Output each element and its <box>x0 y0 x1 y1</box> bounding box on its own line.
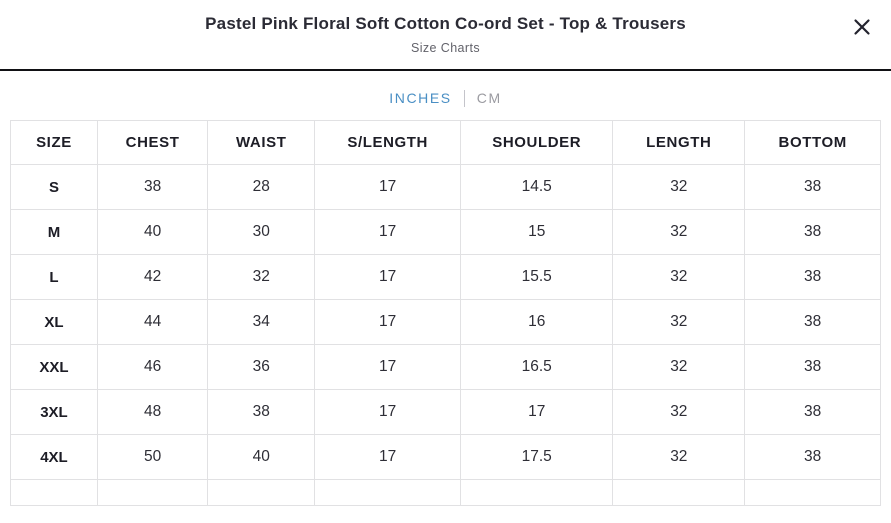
size-chart-table: SIZE CHEST WAIST S/LENGTH SHOULDER LENGTH BOTT… <box>10 120 881 506</box>
measurement-cell: 14.5 <box>460 164 614 210</box>
table-row: 4XL 50 40 17 17.5 32 38 <box>10 434 881 480</box>
header-divider <box>0 69 891 71</box>
measurement-cell: 17.5 <box>460 434 614 480</box>
measurement-cell: 16.5 <box>460 344 614 390</box>
measurement-cell: 38 <box>744 209 881 255</box>
measurement-cell: 40 <box>96 209 209 255</box>
measurement-cell: 15 <box>460 209 614 255</box>
table-row: 3XL 48 38 17 17 32 38 <box>10 389 881 435</box>
empty-cell <box>460 479 614 506</box>
empty-cell <box>10 479 98 506</box>
measurement-cell: 46 <box>96 344 209 390</box>
measurement-cell: 44 <box>96 299 209 345</box>
measurement-cell: 28 <box>207 164 316 210</box>
measurement-cell: 42 <box>96 254 209 300</box>
size-label-cell: XL <box>10 299 98 345</box>
empty-cell <box>314 479 462 506</box>
modal-header: Pastel Pink Floral Soft Cotton Co-ord Se… <box>0 0 891 69</box>
measurement-cell: 34 <box>207 299 316 345</box>
column-header-length: LENGTH <box>612 120 746 165</box>
measurement-cell: 32 <box>612 164 746 210</box>
measurement-cell: 17 <box>314 344 462 390</box>
measurement-cell: 17 <box>314 299 462 345</box>
empty-cell <box>612 479 746 506</box>
modal-subtitle: Size Charts <box>410 41 480 55</box>
unit-separator <box>463 89 465 107</box>
unit-tab-inches[interactable]: INCHES <box>389 90 452 106</box>
table-row: XL 44 34 17 16 32 38 <box>10 299 881 345</box>
measurement-cell: 38 <box>744 344 881 390</box>
measurement-cell: 50 <box>96 434 209 480</box>
measurement-cell: 32 <box>612 299 746 345</box>
measurement-cell: 17 <box>314 434 462 480</box>
unit-toggle: INCHES CM <box>0 88 891 108</box>
measurement-cell: 32 <box>612 389 746 435</box>
measurement-cell: 17 <box>460 389 614 435</box>
column-header-chest: CHEST <box>96 120 209 165</box>
measurement-cell: 48 <box>96 389 209 435</box>
page-title: Pastel Pink Floral Soft Cotton Co-ord Se… <box>205 14 686 33</box>
table-row: S 38 28 17 14.5 32 38 <box>10 164 881 210</box>
column-header-size: SIZE <box>10 120 98 165</box>
empty-cell <box>744 479 881 506</box>
measurement-cell: 17 <box>314 164 462 210</box>
measurement-cell: 15.5 <box>460 254 614 300</box>
measurement-cell: 38 <box>744 434 881 480</box>
measurement-cell: 36 <box>207 344 316 390</box>
measurement-cell: 38 <box>96 164 209 210</box>
column-header-shoulder: SHOULDER <box>460 120 614 165</box>
measurement-cell: 17 <box>314 209 462 255</box>
size-label-cell: M <box>10 209 98 255</box>
table-header-row: SIZE CHEST WAIST S/LENGTH SHOULDER LENGTH BOTT… <box>10 120 881 165</box>
empty-table-row <box>10 479 881 506</box>
measurement-cell: 32 <box>612 434 746 480</box>
size-label-cell: XXL <box>10 344 98 390</box>
measurement-cell: 32 <box>612 209 746 255</box>
close-icon <box>854 19 870 35</box>
column-header-bottom: BOTTOM <box>744 120 881 165</box>
measurement-cell: 30 <box>207 209 316 255</box>
column-header-s-length: S/LENGTH <box>314 120 462 165</box>
table-row: XXL 46 36 17 16.5 32 38 <box>10 344 881 390</box>
size-chart-table-container: SIZE CHEST WAIST S/LENGTH SHOULDER LENGTH BOTT… <box>10 120 881 506</box>
measurement-cell: 38 <box>744 299 881 345</box>
size-label-cell: 3XL <box>10 389 98 435</box>
measurement-cell: 17 <box>314 389 462 435</box>
column-header-waist: WAIST <box>207 120 316 165</box>
measurement-cell: 32 <box>612 344 746 390</box>
close-button[interactable] <box>847 12 877 42</box>
table-row: M 40 30 17 15 32 38 <box>10 209 881 255</box>
measurement-cell: 38 <box>744 254 881 300</box>
size-label-cell: L <box>10 254 98 300</box>
size-label-cell: 4XL <box>10 434 98 480</box>
empty-cell <box>96 479 209 506</box>
measurement-cell: 32 <box>612 254 746 300</box>
measurement-cell: 38 <box>744 164 881 210</box>
unit-tab-cm[interactable]: CM <box>476 90 502 106</box>
measurement-cell: 38 <box>207 389 316 435</box>
measurement-cell: 32 <box>207 254 316 300</box>
empty-cell <box>207 479 316 506</box>
measurement-cell: 16 <box>460 299 614 345</box>
measurement-cell: 40 <box>207 434 316 480</box>
measurement-cell: 38 <box>744 389 881 435</box>
measurement-cell: 17 <box>314 254 462 300</box>
size-label-cell: S <box>10 164 98 210</box>
table-row: L 42 32 17 15.5 32 38 <box>10 254 881 300</box>
